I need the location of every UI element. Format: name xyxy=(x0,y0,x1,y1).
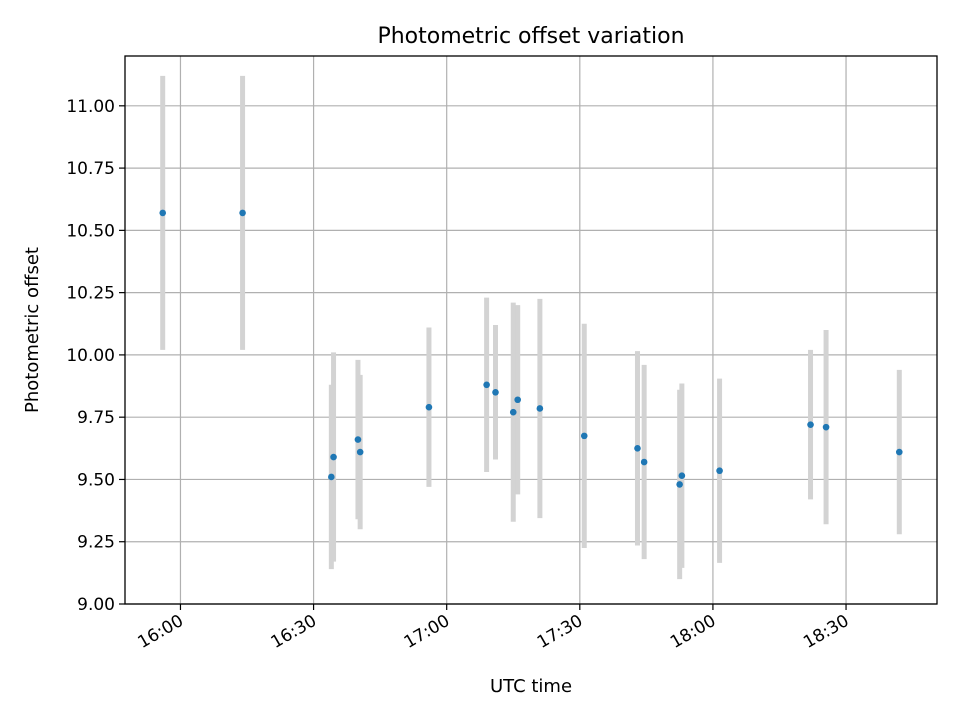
y-axis-label: Photometric offset xyxy=(22,247,43,413)
data-point xyxy=(676,481,683,488)
data-point xyxy=(492,388,499,396)
x-tick-label: 18:30 xyxy=(800,611,852,653)
y-tick-label: 10.25 xyxy=(66,284,115,304)
y-tick-label: 10.75 xyxy=(66,159,115,179)
x-axis-label: UTC time xyxy=(490,676,572,697)
x-tick-label: 17:00 xyxy=(401,611,453,653)
data-point xyxy=(895,448,903,456)
data-point xyxy=(509,408,517,416)
x-tick-label: 16:00 xyxy=(135,611,187,653)
data-point xyxy=(330,453,337,461)
data-point xyxy=(678,472,686,480)
tick-layer: 9.00 9.25 9.50 9.75 10.00 10.25 10.50 10.75 11.0… xyxy=(66,97,852,653)
data-point xyxy=(354,436,362,443)
plot-frame xyxy=(124,55,938,605)
y-tick-label: 9.75 xyxy=(77,408,115,428)
data-point xyxy=(580,432,588,440)
data-point xyxy=(634,445,641,452)
x-tick-label: 16:30 xyxy=(268,611,320,653)
data-point xyxy=(640,458,648,466)
data-point xyxy=(483,381,490,389)
data-point xyxy=(514,396,521,404)
data-point xyxy=(807,421,814,428)
y-tick-label: 9.00 xyxy=(77,595,115,615)
data-point xyxy=(425,403,433,411)
data-point xyxy=(328,473,335,481)
y-tick-label: 9.25 xyxy=(77,533,115,553)
y-tick-label: 10.50 xyxy=(66,221,115,241)
x-tick-label: 17:30 xyxy=(534,611,586,653)
errorbar-layer xyxy=(160,75,902,580)
grid-layer xyxy=(125,56,937,605)
x-tick-label: 18:00 xyxy=(667,611,719,653)
point-layer xyxy=(159,209,903,488)
data-point xyxy=(239,209,246,217)
data-point xyxy=(356,448,364,456)
y-tick-label: 10.00 xyxy=(66,346,115,366)
data-point xyxy=(716,467,723,475)
data-point xyxy=(536,405,544,412)
data-point xyxy=(822,423,830,431)
data-point xyxy=(159,209,167,217)
y-tick-label: 9.50 xyxy=(77,470,115,490)
y-tick-label: 11.00 xyxy=(66,97,115,117)
chart-title: Photometric offset variation xyxy=(377,24,684,49)
